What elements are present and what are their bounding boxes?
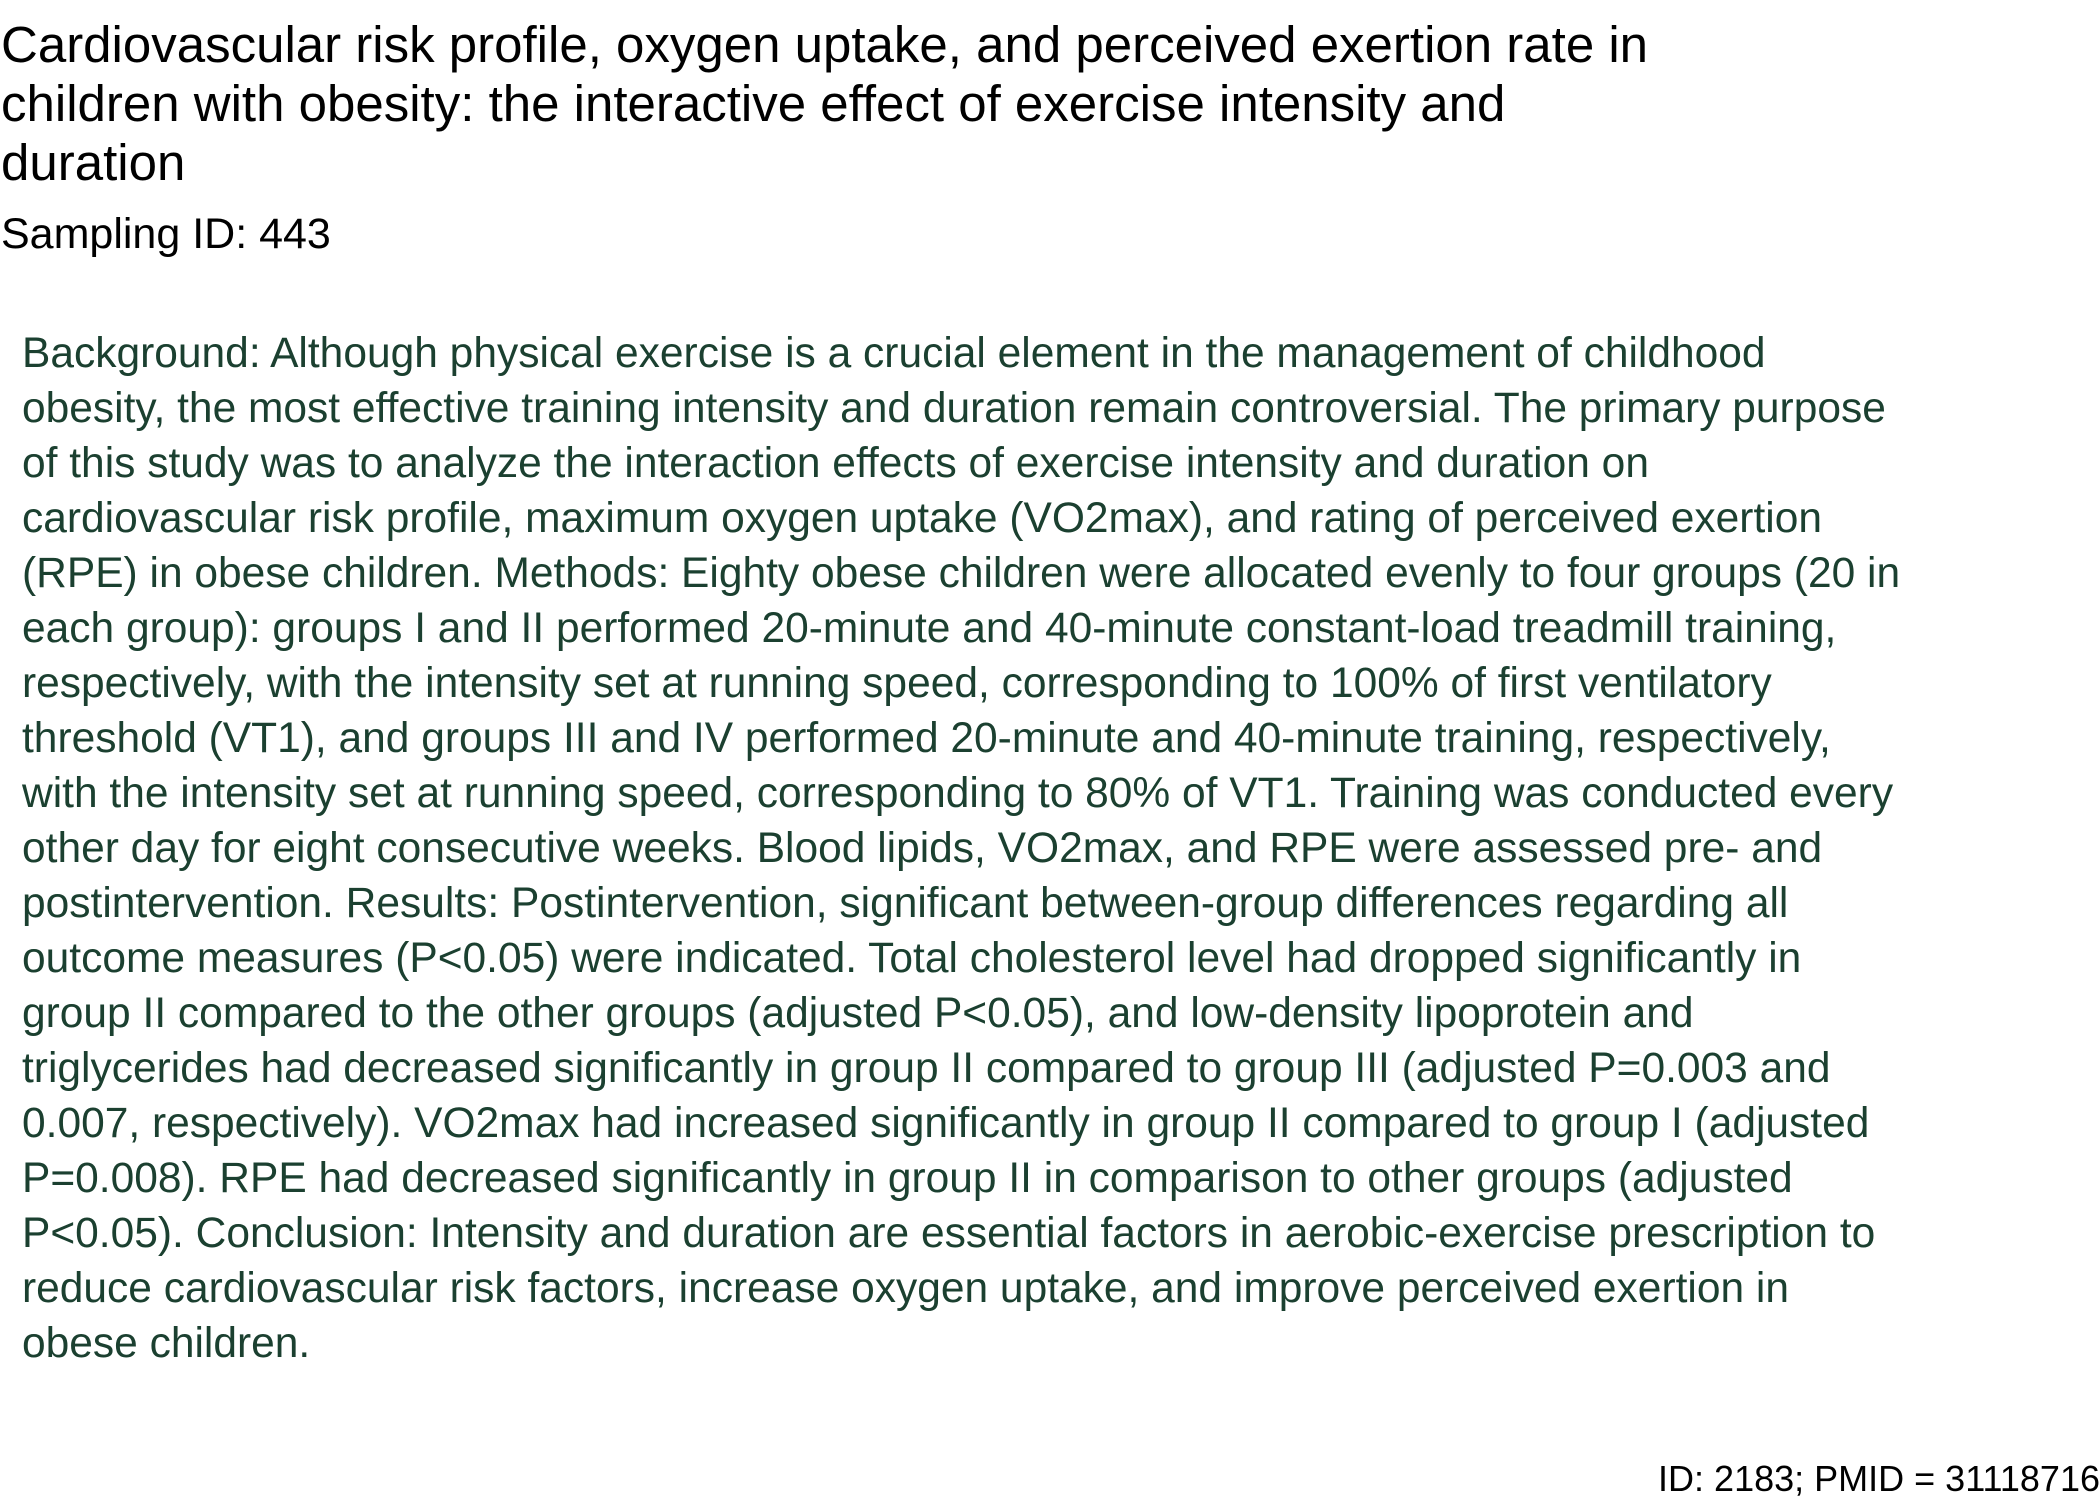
footer-id-pmid: ID: 2183; PMID = 31118716 <box>1658 1458 2100 1499</box>
sampling-id: Sampling ID: 443 <box>1 210 331 258</box>
abstract-text: Background: Although physical exercise i… <box>22 330 1901 1367</box>
paper-title: Cardiovascular risk profile, oxygen upta… <box>1 16 1649 191</box>
